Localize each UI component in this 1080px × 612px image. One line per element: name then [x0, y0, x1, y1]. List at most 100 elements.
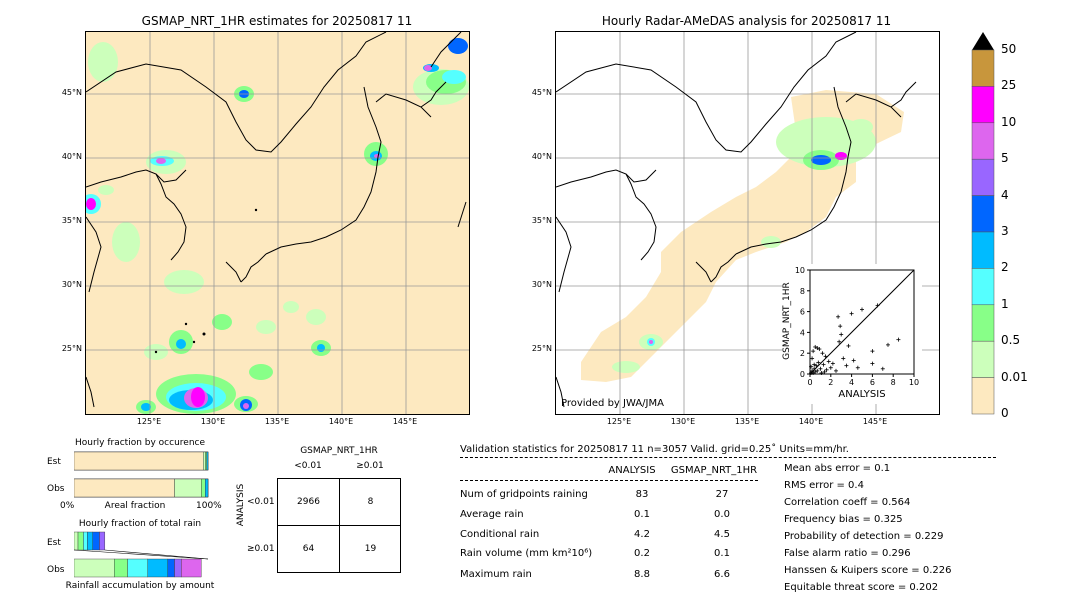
scatter-point [812, 362, 817, 367]
occurence-title: Hourly fraction by occurence [74, 438, 206, 448]
score-rmse: RMS error = 0.4 [784, 480, 864, 491]
colorbar-segment [971, 49, 995, 87]
score-corr: Correlation coeff = 0.564 [784, 497, 911, 508]
left-coastlines [86, 32, 467, 293]
left-lat-40: 40°N [61, 152, 82, 161]
colorbar-segment [971, 377, 995, 415]
scatter-point [886, 342, 890, 347]
right-lon-125: 125°E [606, 417, 632, 426]
contingency-row-lt: <0.01 [247, 497, 275, 507]
right-lon-140: 140°E [798, 417, 824, 426]
scatter-point [838, 324, 843, 329]
score-hk: Hanssen & Kuipers score = 0.226 [784, 565, 952, 576]
left-lat-35: 35°N [61, 216, 82, 225]
scatter-point [870, 361, 875, 366]
scatter-point [844, 363, 849, 368]
rain-est-bar-segment [92, 531, 100, 551]
scatter-point [896, 337, 901, 342]
left-gridlines [86, 32, 469, 414]
scatter-point [821, 362, 826, 367]
scatter-xtick-label: 10 [909, 378, 919, 387]
rain-est-label: Est [47, 538, 61, 548]
colorbar [971, 32, 995, 415]
est-bar-segment [205, 451, 207, 471]
contingency-table: 2966 8 64 19 [277, 478, 401, 573]
scatter-xtick-label: 4 [849, 378, 854, 387]
scatter-point [822, 369, 827, 374]
scatter-ytick-label: 4 [800, 328, 805, 337]
contingency-col-title: GSMAP_NRT_1HR [300, 446, 378, 456]
scatter-point [812, 366, 817, 371]
scatter-point [837, 339, 842, 344]
colorbar-label: 2 [1001, 260, 1009, 275]
scatter-point [817, 347, 822, 352]
scatter-point [834, 368, 838, 373]
scatter-point [823, 354, 828, 359]
rain-fraction-bars [74, 531, 209, 578]
est-bar-segment [203, 451, 206, 471]
rain-fraction-title: Hourly fraction of total rain [78, 519, 202, 529]
scatter-point [815, 368, 820, 373]
rain-fraction-footer: Rainfall accumulation by amount [65, 581, 215, 591]
scatter-ytick-label: 0 [800, 370, 805, 379]
score-pod: Probability of detection = 0.229 [784, 531, 944, 542]
occurence-axis-right: 100% [196, 501, 222, 511]
colorbar-extend-arrow [972, 32, 994, 50]
est-bar-segment [206, 451, 209, 471]
scatter-point [855, 365, 860, 370]
right-lat-40: 40°N [531, 152, 552, 161]
colorbar-label: 4 [1001, 187, 1009, 202]
left-map [85, 31, 470, 415]
row-label: Conditional rain [460, 529, 540, 540]
rain-obs-bar-segment [174, 558, 182, 578]
colorbar-label: 1 [1001, 296, 1009, 311]
colorbar-segment [971, 268, 995, 306]
row-gsmap: 4.5 [714, 529, 730, 540]
row-analysis: 0.2 [634, 548, 650, 559]
scatter-point [811, 370, 816, 375]
scatter-point [826, 359, 831, 364]
left-lat-25: 25°N [61, 344, 82, 353]
left-rain-patches [86, 38, 469, 414]
rain-connector [74, 549, 209, 560]
rain-est-bar-segment [99, 531, 106, 551]
scatter-xtick-label: 0 [807, 378, 812, 387]
scatter-point [814, 363, 819, 368]
left-taiwan [86, 376, 95, 408]
left-lon-140: 140°E [328, 417, 354, 426]
row-analysis: 83 [635, 489, 649, 500]
cell-tn: 2966 [297, 497, 320, 507]
scatter-point [815, 346, 820, 350]
row-gsmap: 27 [715, 489, 729, 500]
row-label: Average rain [460, 509, 524, 520]
scatter-xlabel: ANALYSIS [838, 389, 886, 400]
left-map-canvas [86, 32, 469, 414]
colorbar-label: 25 [1001, 78, 1017, 93]
contingency-col-lt: <0.01 [294, 461, 322, 471]
scatter-point [875, 303, 880, 308]
validation-col-divider [460, 480, 758, 481]
occurence-axis-mid: Areal fraction [104, 501, 166, 511]
scatter-point [824, 367, 829, 372]
colorbar-segment [971, 340, 995, 378]
colorbar-segment [971, 158, 995, 196]
obs-bar-segment [74, 478, 175, 498]
scatter-ytick-label: 2 [800, 349, 805, 358]
left-lon-125: 125°E [136, 417, 162, 426]
rain-obs-bar-segment [114, 558, 128, 578]
scatter-point [870, 349, 875, 354]
scatter-ytick-label: 10 [795, 266, 805, 275]
left-islands [154, 208, 258, 354]
rain-obs-bar-segment [147, 558, 168, 578]
colorbar-label: 0 [1001, 406, 1009, 420]
rain-est-bar-segment [87, 531, 93, 551]
right-map-title: Hourly Radar-AMeDAS analysis for 2025081… [601, 14, 892, 28]
row-analysis: 0.1 [634, 509, 650, 520]
validation-divider [460, 457, 996, 458]
scatter-point [849, 311, 854, 316]
scatter-point [809, 364, 814, 369]
scatter-point [839, 332, 844, 337]
cell-tp: 19 [364, 544, 377, 554]
scatter-point [820, 351, 825, 356]
scatter-point [830, 361, 835, 366]
